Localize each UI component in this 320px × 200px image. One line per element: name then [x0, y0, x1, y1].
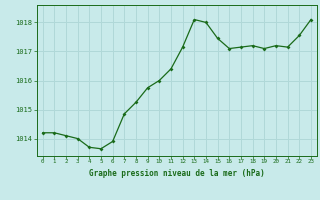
X-axis label: Graphe pression niveau de la mer (hPa): Graphe pression niveau de la mer (hPa)	[89, 169, 265, 178]
